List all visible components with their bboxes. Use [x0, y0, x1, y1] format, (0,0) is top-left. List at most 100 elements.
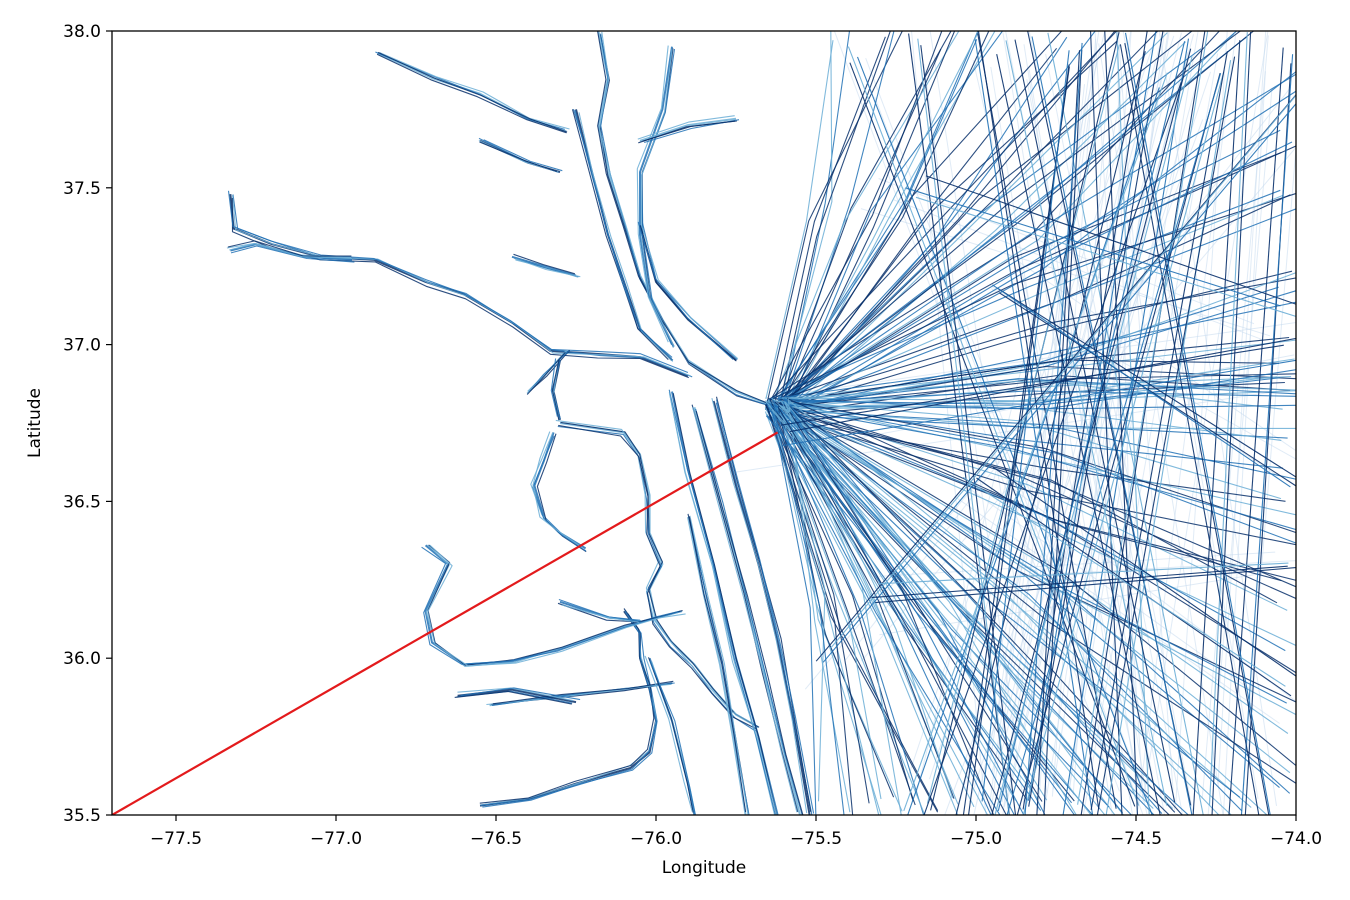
- track-line: [829, 94, 1296, 650]
- track-line: [1031, 36, 1193, 815]
- track-line: [695, 410, 804, 815]
- track-line: [786, 404, 1048, 801]
- track-line: [779, 409, 1278, 604]
- track-line: [783, 141, 1293, 417]
- track-line: [785, 73, 1296, 401]
- x-tick-label: −76.5: [470, 829, 522, 849]
- track-line: [421, 546, 679, 665]
- x-tick-label: −75.0: [950, 829, 1002, 849]
- track-line: [771, 36, 1247, 417]
- track-line: [789, 337, 1296, 433]
- track-line: [955, 51, 1146, 815]
- track-line: [511, 255, 577, 277]
- track-line: [957, 479, 1256, 694]
- track-line: [923, 82, 1182, 815]
- track-line: [639, 117, 737, 142]
- track-line: [644, 655, 693, 812]
- track-line: [962, 66, 1070, 815]
- track-line: [789, 31, 956, 403]
- track-line: [782, 359, 1296, 447]
- track-line: [1014, 39, 1176, 803]
- track-line: [772, 36, 886, 414]
- track-line: [783, 409, 1286, 652]
- track-line: [765, 400, 1252, 808]
- track-line: [767, 31, 1118, 404]
- track-line: [647, 657, 694, 813]
- track-line: [688, 516, 747, 813]
- track-line: [771, 48, 1202, 414]
- track-line: [1006, 73, 1222, 815]
- track-line: [1062, 38, 1190, 815]
- track-line: [770, 402, 817, 815]
- track-line: [1006, 253, 1296, 452]
- track-line: [787, 32, 1168, 406]
- track-line: [561, 604, 640, 623]
- x-tick-label: −74.0: [1270, 829, 1322, 849]
- track-line: [229, 243, 353, 259]
- track-line: [991, 48, 1192, 815]
- track-line: [780, 344, 1284, 426]
- track-line: [513, 253, 576, 275]
- track-line: [920, 45, 1017, 815]
- track-line: [875, 567, 1296, 604]
- track-line: [227, 190, 689, 374]
- track-line: [480, 611, 657, 806]
- track-line: [637, 115, 735, 140]
- track-line: [930, 31, 1120, 811]
- track-line: [1090, 31, 1123, 815]
- track-line: [550, 358, 558, 417]
- track-line: [789, 194, 1284, 403]
- track-line: [981, 50, 1070, 802]
- track-line: [765, 409, 1042, 811]
- track-line: [786, 397, 1296, 674]
- x-tick-label: −77.5: [150, 829, 202, 849]
- track-line: [687, 516, 747, 815]
- track-line: [925, 175, 1296, 305]
- y-axis-label: Latitude: [25, 388, 45, 458]
- track-line: [849, 62, 1136, 807]
- track-line: [926, 44, 1120, 804]
- track-line: [974, 39, 1094, 815]
- y-tick-label: 38.0: [63, 22, 101, 42]
- track-line: [769, 301, 1296, 413]
- track-line: [915, 196, 1296, 317]
- track-line: [923, 63, 1026, 815]
- y-tick-label: 35.5: [63, 806, 101, 826]
- track-line: [1080, 31, 1206, 815]
- track-line: [977, 31, 1100, 810]
- track-line: [997, 287, 1296, 478]
- track-line: [893, 199, 1265, 341]
- track-line: [1094, 31, 1144, 799]
- track-line: [483, 139, 563, 172]
- track-line: [773, 412, 1039, 800]
- track-line: [1222, 71, 1266, 815]
- track-line: [804, 138, 1264, 690]
- track-line: [994, 56, 1193, 815]
- track-line: [905, 187, 1281, 307]
- track-line: [998, 292, 1296, 487]
- track-line: [787, 31, 1063, 401]
- track-line: [785, 380, 1296, 400]
- track-line: [571, 109, 669, 360]
- track-line: [735, 390, 1278, 473]
- track-line: [1158, 31, 1277, 806]
- track-line: [1116, 31, 1150, 815]
- track-line: [1124, 42, 1270, 815]
- track-line: [558, 424, 757, 730]
- track-line: [532, 435, 587, 552]
- track-line: [786, 208, 1296, 407]
- track-line: [877, 562, 1289, 585]
- track-line: [764, 404, 914, 802]
- track-line: [770, 400, 975, 808]
- y-tick-label: 36.5: [63, 492, 101, 512]
- x-axis-label: Longitude: [662, 858, 747, 878]
- track-line: [908, 33, 1010, 815]
- track-line: [227, 240, 352, 257]
- track-line: [479, 608, 655, 804]
- track-line: [578, 112, 674, 362]
- track-lines: [226, 31, 1296, 815]
- y-tick-label: 36.0: [63, 649, 101, 669]
- track-line: [774, 413, 1296, 546]
- track-line: [988, 31, 1100, 770]
- track-line: [1175, 31, 1228, 808]
